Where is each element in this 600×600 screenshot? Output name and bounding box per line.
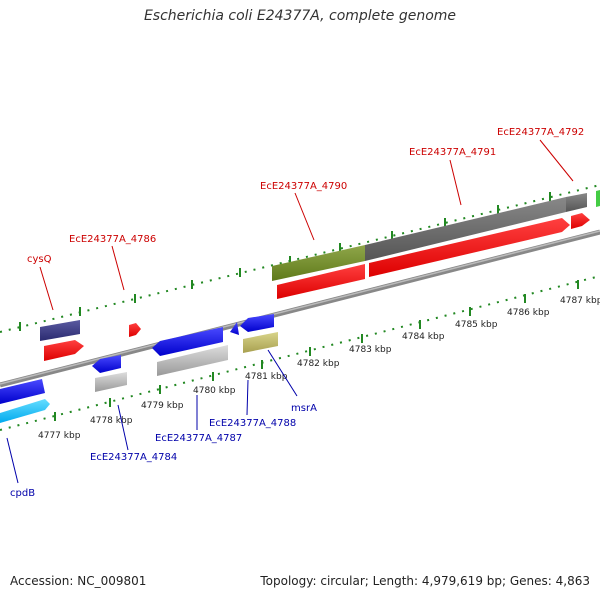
axis-tick-labels: 4777 kbp 4778 kbp 4779 kbp 4780 kbp 4781… xyxy=(38,296,600,441)
gene-red-arrow[interactable] xyxy=(44,340,84,361)
gene-blue-arrow[interactable] xyxy=(230,322,239,335)
gene-grey-feature[interactable] xyxy=(95,372,127,392)
genome-summary-text: Topology: circular; Length: 4,979,619 bp… xyxy=(260,574,590,588)
inner-major-ticks xyxy=(54,280,579,421)
gene-blue-arrow[interactable] xyxy=(92,355,121,373)
gene-4791-feature[interactable] xyxy=(365,197,566,261)
tick-label: 4778 kbp xyxy=(90,416,133,426)
gene-label[interactable]: msrA xyxy=(291,403,317,414)
bottom-label-leaders xyxy=(6,349,298,484)
map-title: Escherichia coli E24377A, complete genom… xyxy=(143,8,457,24)
forward-genes-inner xyxy=(44,213,590,361)
gene-cpdB-feature[interactable] xyxy=(0,399,50,423)
gene-blue-arrow[interactable] xyxy=(0,379,45,404)
gene-blue-arrow[interactable] xyxy=(152,327,223,356)
gene-cysQ-feature[interactable] xyxy=(40,320,80,341)
tick-label: 4782 kbp xyxy=(297,359,340,369)
tick-label: 4786 kbp xyxy=(507,308,550,318)
gene-red-arrow[interactable] xyxy=(277,264,365,299)
gene-label[interactable]: EcE24377A_4784 xyxy=(90,452,177,463)
gene-label[interactable]: EcE24377A_4786 xyxy=(69,234,156,245)
outer-tick-ring xyxy=(0,184,600,333)
backbone-line-highlight xyxy=(0,230,600,385)
gene-red-arrow[interactable] xyxy=(571,213,590,229)
tick-label: 4783 kbp xyxy=(349,345,392,355)
gene-4792-feature[interactable] xyxy=(566,193,587,212)
gene-label[interactable]: EcE24377A_4790 xyxy=(260,181,347,192)
tick-label: 4777 kbp xyxy=(38,431,81,441)
tick-label: 4779 kbp xyxy=(141,401,184,411)
gene-4790-feature[interactable] xyxy=(272,245,365,281)
tick-label: 4787 kbp xyxy=(560,296,600,306)
gene-label[interactable]: EcE24377A_4788 xyxy=(209,418,296,429)
gene-blue-arrow[interactable] xyxy=(240,314,274,332)
gene-label[interactable]: cpdB xyxy=(10,488,35,499)
top-label-leaders xyxy=(39,139,574,311)
bottom-gene-labels: cpdB EcE24377A_4784 EcE24377A_4787 EcE24… xyxy=(10,403,317,499)
gene-label[interactable]: EcE24377A_4787 xyxy=(155,433,242,444)
forward-genes-outer xyxy=(40,190,600,341)
gene-msrA-feature[interactable] xyxy=(243,332,278,353)
top-gene-labels: cysQ EcE24377A_4786 EcE24377A_4790 EcE24… xyxy=(27,127,584,265)
reverse-genes xyxy=(0,314,278,423)
gene-red-arrow[interactable] xyxy=(129,323,141,337)
accession-text: Accession: NC_009801 xyxy=(10,574,147,588)
gene-label[interactable]: cysQ xyxy=(27,254,52,265)
tick-label: 4781 kbp xyxy=(245,372,288,382)
tick-label: 4785 kbp xyxy=(455,320,498,330)
gene-label[interactable]: EcE24377A_4792 xyxy=(497,127,584,138)
gene-grey-feature[interactable] xyxy=(157,345,228,376)
tick-label: 4784 kbp xyxy=(402,332,445,342)
gene-red-arrow[interactable] xyxy=(369,218,570,277)
outer-major-ticks xyxy=(19,192,551,331)
gene-label[interactable]: EcE24377A_4791 xyxy=(409,147,496,158)
gene-green-edge-feature[interactable] xyxy=(596,190,600,207)
tick-label: 4780 kbp xyxy=(193,386,236,396)
